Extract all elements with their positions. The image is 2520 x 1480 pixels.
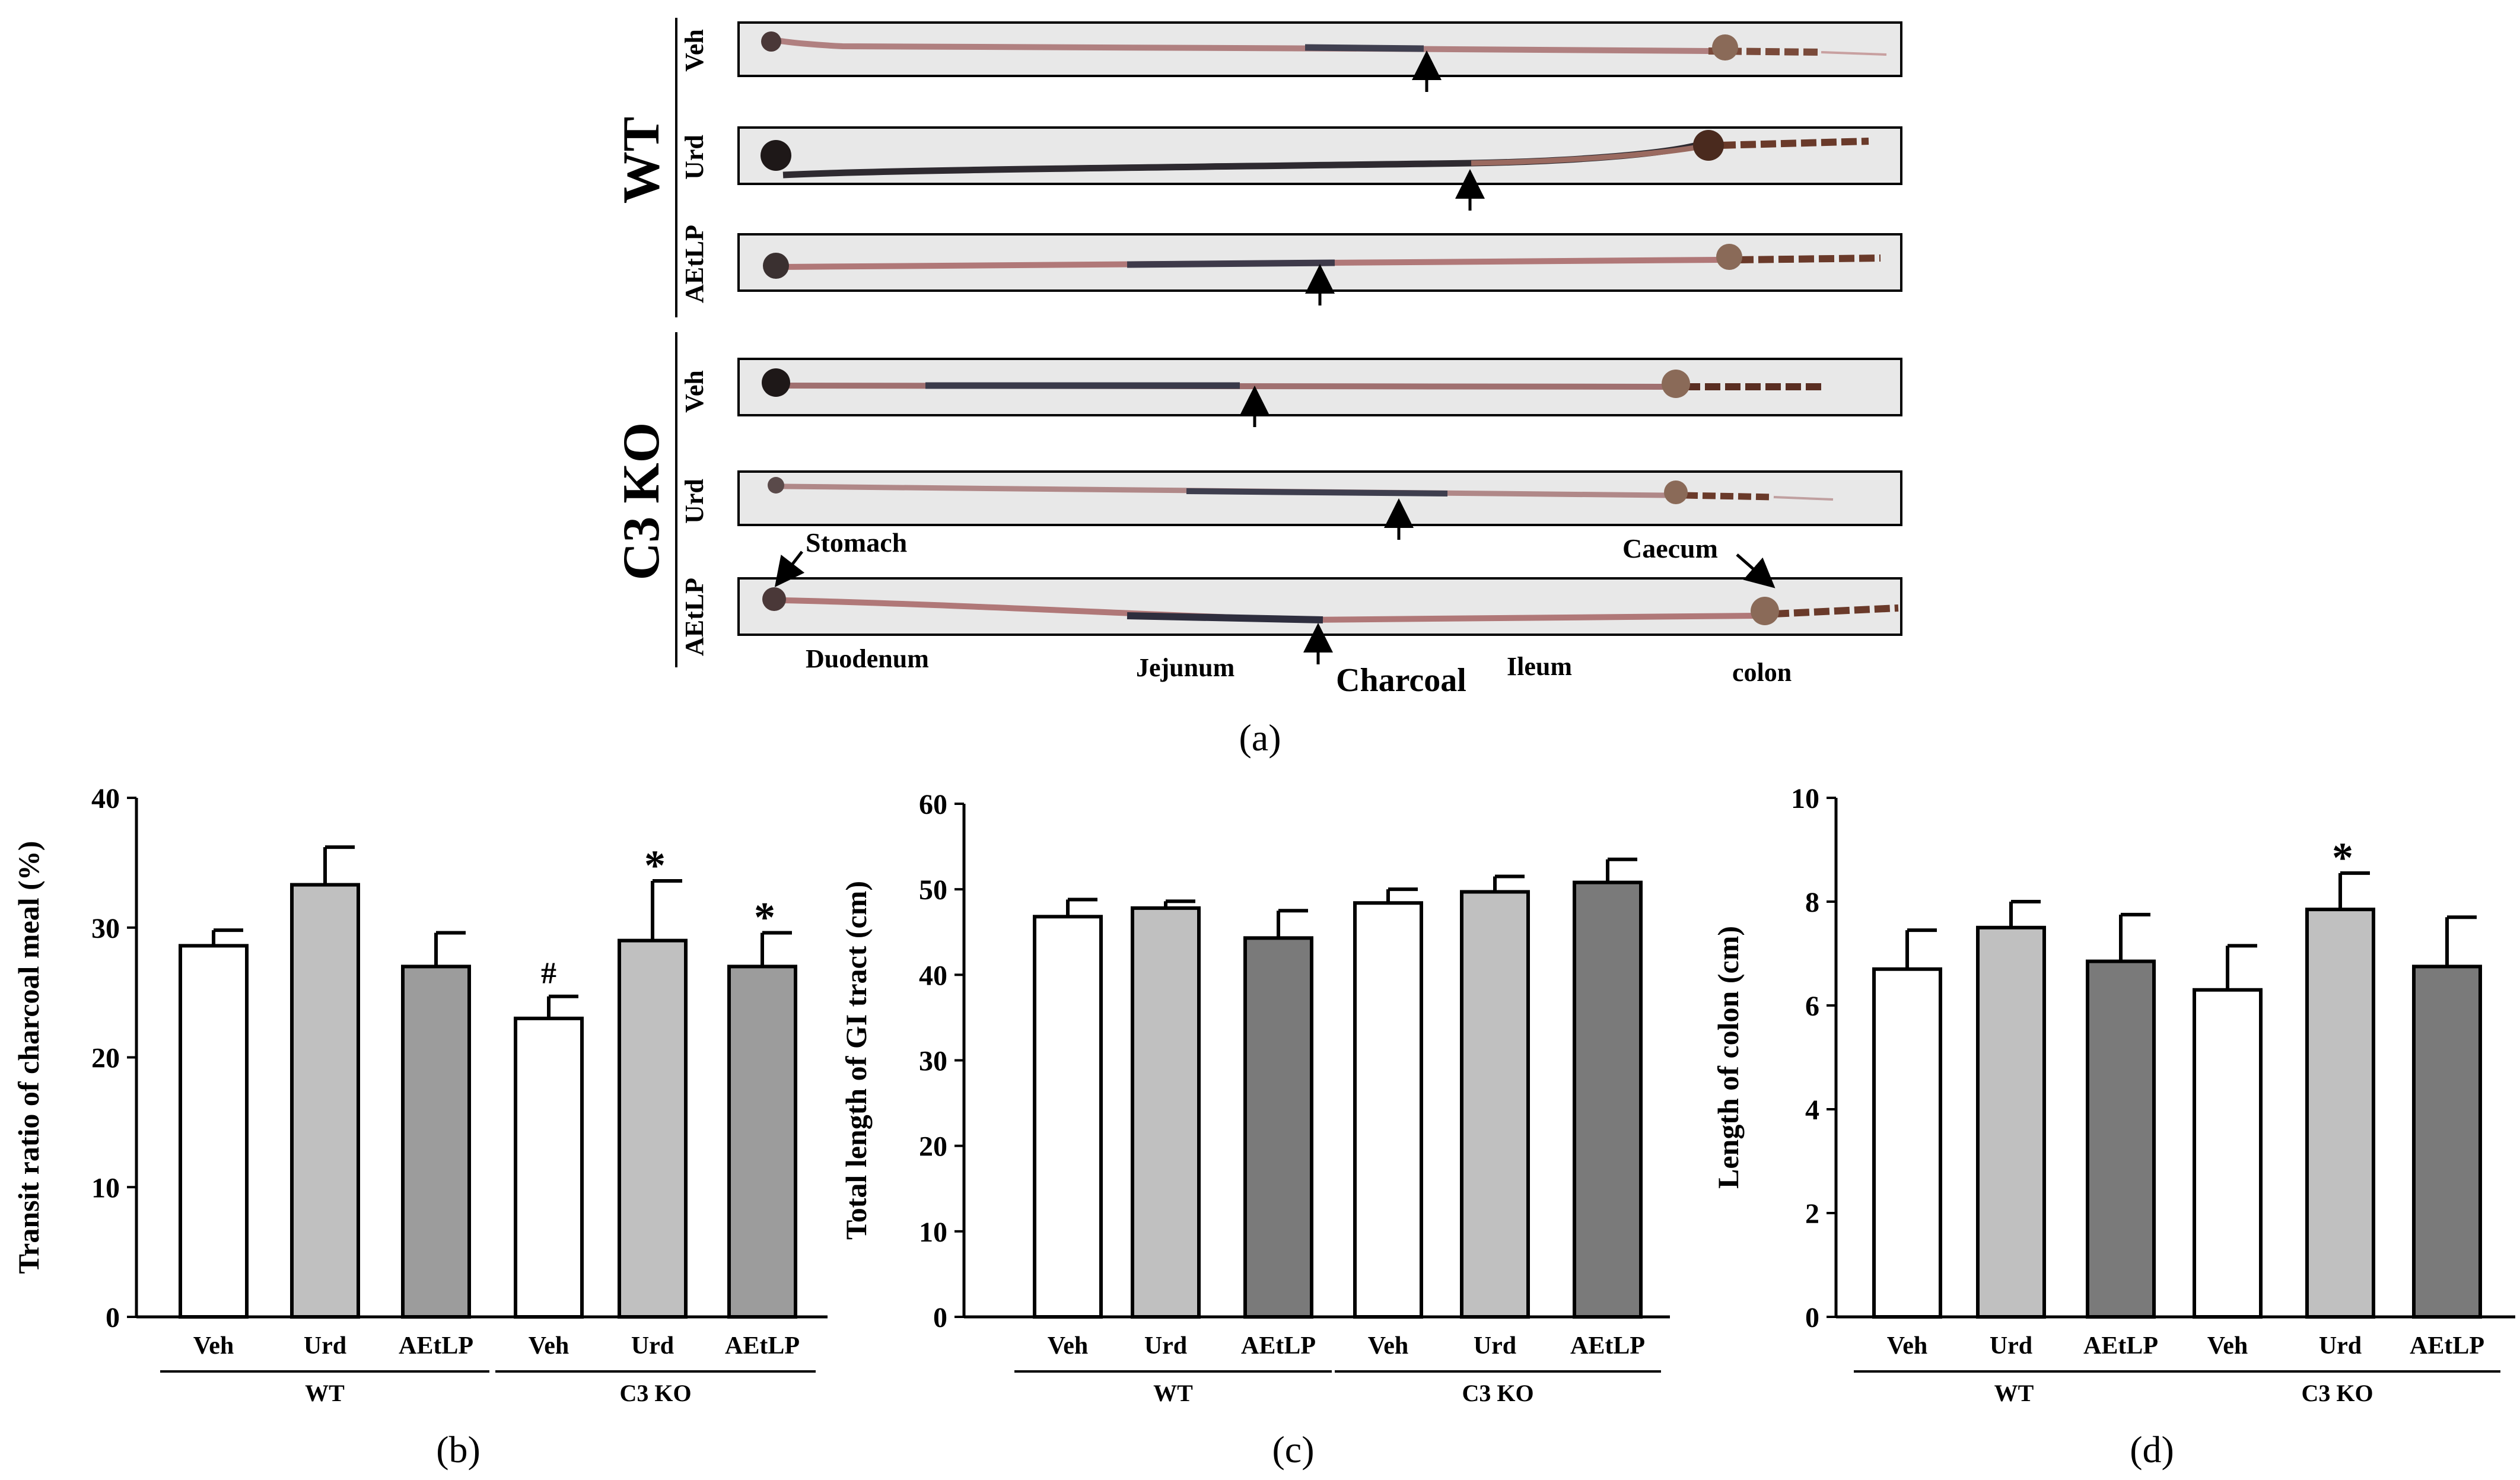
- gut-strip-c3ko-aetlp: [737, 577, 1902, 636]
- y-tick-label: 30: [919, 1046, 947, 1077]
- y-axis-label: Transit ratio of charcoal meal (%): [12, 841, 45, 1274]
- strip-label-c3ko-aetlp: AEtLP: [680, 578, 709, 656]
- strip-label-c3ko-veh: Veh: [680, 370, 709, 413]
- bar: [1353, 901, 1423, 1319]
- y-tick-label: 60: [919, 789, 947, 820]
- strip-label-wt-urd: Urd: [680, 135, 709, 180]
- significance-marker: *: [644, 842, 666, 889]
- y-tick-label: 10: [1791, 783, 1819, 814]
- y-tick-label: 10: [91, 1172, 120, 1204]
- x-tick-label: Veh: [1887, 1332, 1927, 1360]
- x-tick-label: AEtLP: [2410, 1332, 2484, 1360]
- x-tick-label: AEtLP: [725, 1332, 800, 1360]
- y-tick-label: 50: [919, 874, 947, 906]
- y-tick-label: 40: [919, 960, 947, 991]
- bar: [1976, 925, 2046, 1319]
- significance-marker: *: [2332, 834, 2353, 881]
- gut-strip-c3ko-veh: [737, 358, 1902, 416]
- bar: [2412, 965, 2482, 1319]
- bar: [1033, 915, 1103, 1319]
- label-stomach: Stomach: [806, 527, 907, 558]
- label-ileum: Ileum: [1507, 652, 1572, 681]
- strip-label-wt-veh: Veh: [680, 29, 709, 72]
- y-tick-label: 0: [106, 1302, 120, 1333]
- gut-strip-c3ko-urd: [737, 470, 1902, 526]
- label-jejunum: Jejunum: [1136, 653, 1234, 682]
- chart-gi-length: 0 10 20 30 40 50 60 Total length of GI tract (c…: [842, 789, 1670, 1471]
- y-tick-label: 0: [933, 1302, 947, 1333]
- label-charcoal: Charcoal: [1336, 662, 1466, 699]
- x-tick-label: Veh: [1368, 1332, 1408, 1360]
- chart-colon-length: 0 2 4 6 8 10 Length of colon (cm) Veh Urd AEtLP Ve…: [1711, 783, 2515, 1471]
- caption-a: (a): [1239, 717, 1281, 759]
- label-colon: colon: [1732, 658, 1792, 687]
- y-tick-label: 20: [919, 1131, 947, 1163]
- y-tick-label: 40: [91, 783, 120, 814]
- x-tick-label: Urd: [1144, 1332, 1187, 1360]
- x-tick-label: Veh: [529, 1332, 569, 1360]
- y-tick-label: 6: [1805, 991, 1819, 1022]
- y-axis-label: Total length of GI tract (cm): [842, 881, 873, 1240]
- strip-label-c3ko-urd: Urd: [680, 479, 709, 524]
- bar: [2193, 988, 2263, 1319]
- group-label-c3ko: C3 KO: [2301, 1380, 2373, 1406]
- significance-marker: *: [754, 894, 775, 941]
- y-tick-label: 10: [919, 1217, 947, 1248]
- bar: [1131, 906, 1201, 1319]
- strip-label-wt-aetlp: AEtLP: [680, 225, 709, 303]
- x-tick-label: AEtLP: [1241, 1332, 1316, 1360]
- y-tick-label: 2: [1805, 1198, 1819, 1230]
- y-tick-label: 30: [91, 913, 120, 944]
- caecum-arrow: [1736, 553, 1776, 588]
- chart-transit-ratio: 0 10 20 30 40 Transit ratio of charcoal meal …: [12, 783, 828, 1471]
- caption: (b): [436, 1428, 481, 1471]
- bar: [618, 938, 688, 1319]
- group-label-wt: WT: [1994, 1380, 2034, 1406]
- group-label-wt: WT: [1153, 1380, 1193, 1406]
- caption: (c): [1272, 1428, 1314, 1471]
- panel-a-figure: WT C3 KO Veh Urd AEtLP Veh Urd AEtLP: [613, 18, 1902, 759]
- significance-marker: #: [541, 957, 556, 991]
- y-tick-label: 0: [1805, 1302, 1819, 1333]
- bar: [401, 965, 471, 1319]
- group-label-c3ko: C3 KO: [619, 1380, 691, 1406]
- y-tick-label: 20: [91, 1043, 120, 1074]
- x-tick-label: Urd: [1474, 1332, 1516, 1360]
- bar: [727, 965, 797, 1319]
- bar: [2305, 908, 2375, 1319]
- bar: [179, 944, 249, 1319]
- group-label-wt: WT: [305, 1380, 345, 1406]
- x-tick-label: Urd: [304, 1332, 346, 1360]
- y-tick-label: 4: [1805, 1094, 1819, 1126]
- gut-strip-wt-urd: [737, 126, 1902, 185]
- x-tick-label: Veh: [1048, 1332, 1088, 1360]
- x-tick-label: Veh: [2207, 1332, 2248, 1360]
- y-tick-label: 8: [1805, 887, 1819, 918]
- caption: (d): [2130, 1428, 2174, 1471]
- x-tick-label: Urd: [2319, 1332, 2362, 1360]
- label-duodenum: Duodenum: [806, 644, 929, 673]
- bar: [1460, 890, 1530, 1319]
- bar: [1243, 936, 1313, 1319]
- x-tick-label: Urd: [631, 1332, 674, 1360]
- stomach-arrow: [774, 550, 805, 587]
- bar: [514, 1016, 584, 1319]
- group-label-c3ko: C3 KO: [1462, 1380, 1533, 1406]
- bar: [290, 883, 360, 1319]
- x-tick-label: AEtLP: [399, 1332, 473, 1360]
- bar: [2086, 959, 2156, 1319]
- y-axis-label: Length of colon (cm): [1711, 926, 1745, 1189]
- x-tick-label: Urd: [1990, 1332, 2032, 1360]
- gut-strip-wt-veh: [737, 21, 1902, 77]
- x-tick-label: Veh: [193, 1332, 234, 1360]
- group-label-wt: WT: [613, 117, 670, 204]
- label-caecum: Caecum: [1622, 533, 1718, 564]
- bar: [1872, 967, 1942, 1319]
- x-tick-label: AEtLP: [1570, 1332, 1645, 1360]
- x-tick-label: AEtLP: [2083, 1332, 2158, 1360]
- bar: [1573, 880, 1643, 1319]
- group-label-c3ko: C3 KO: [613, 422, 670, 580]
